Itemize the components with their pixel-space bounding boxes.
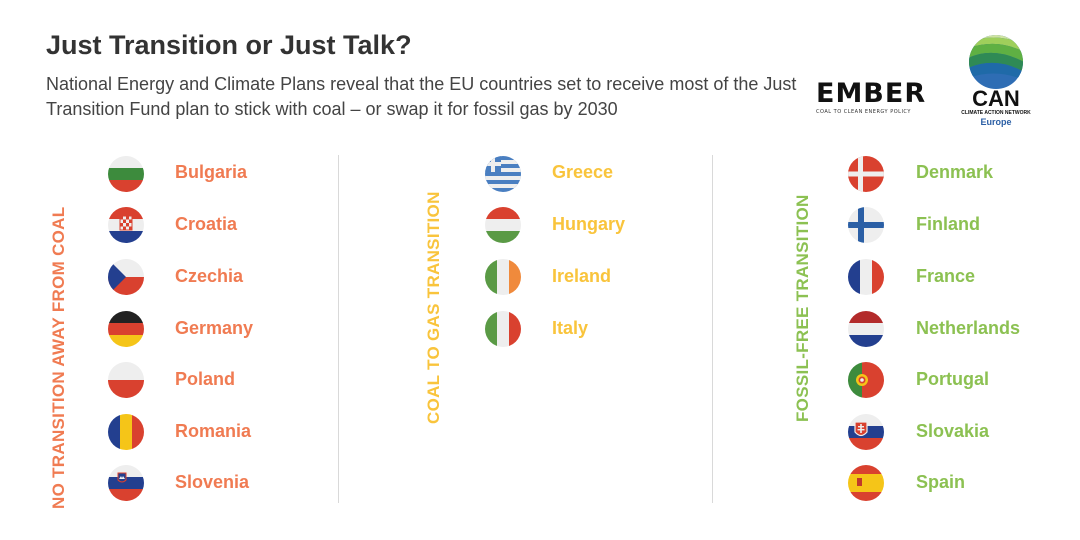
- ember-logo: EMBER COAL TO CLEAN ENERGY POLICY: [816, 78, 927, 115]
- country-row: [848, 361, 884, 399]
- germany-flag-icon: [108, 311, 144, 347]
- slovakia-flag-icon: [848, 414, 884, 450]
- country-row: [485, 206, 521, 244]
- country-label: Netherlands: [916, 318, 1021, 338]
- country-label: Slovakia: [916, 421, 990, 441]
- country-row: [485, 310, 521, 348]
- country-label: France: [916, 266, 976, 286]
- country-row: [485, 258, 521, 296]
- country-label: Denmark: [916, 162, 994, 182]
- country-label: Greece: [552, 162, 614, 182]
- country-row: [485, 155, 521, 193]
- portugal-flag-icon: [848, 362, 884, 398]
- can-logo-word: CAN: [972, 86, 1020, 111]
- country-row: [848, 155, 884, 193]
- can-logo-tagline: CLIMATE ACTION NETWORK: [961, 110, 1031, 116]
- can-logo-region: Europe: [980, 117, 1012, 127]
- country-row: [848, 464, 884, 502]
- poland-flag-icon: [108, 362, 144, 398]
- country-label: Italy: [552, 318, 589, 338]
- column-divider: [338, 155, 339, 503]
- ember-logo-tagline: COAL TO CLEAN ENERGY POLICY: [816, 109, 911, 115]
- category-label-no-transition: NO TRANSITION AWAY FROM COAL: [49, 206, 68, 509]
- page-subtitle: National Energy and Climate Plans reveal…: [46, 74, 797, 119]
- country-row: [108, 310, 144, 348]
- country-row: [848, 310, 884, 348]
- country-row: [108, 258, 144, 296]
- can-logo: CAN CLIMATE ACTION NETWORK Europe: [948, 34, 1044, 127]
- country-row: [848, 413, 884, 451]
- czechia-flag-icon: [108, 259, 144, 295]
- country-label: Portugal: [916, 369, 990, 389]
- country-label: Hungary: [552, 214, 626, 234]
- ember-logo-word: EMBER: [816, 78, 927, 109]
- croatia-flag-icon: [108, 207, 144, 243]
- netherlands-flag-icon: [848, 311, 884, 347]
- country-label: Ireland: [552, 266, 612, 286]
- denmark-flag-icon: [848, 156, 884, 192]
- country-row: [108, 464, 144, 502]
- country-label: Croatia: [175, 214, 238, 234]
- country-label: Poland: [175, 369, 236, 389]
- country-label: Slovenia: [175, 472, 250, 492]
- page-title: Just Transition or Just Talk?: [46, 30, 412, 60]
- hungary-flag-icon: [485, 207, 521, 243]
- country-row: [848, 206, 884, 244]
- greece-flag-icon: [485, 156, 521, 192]
- country-label: Czechia: [175, 266, 244, 286]
- country-label: Finland: [916, 214, 980, 234]
- finland-flag-icon: [848, 207, 884, 243]
- bulgaria-flag-icon: [108, 156, 144, 192]
- category-label-fossil-free: FOSSIL-FREE TRANSITION: [793, 194, 812, 422]
- slovenia-flag-icon: [108, 465, 144, 501]
- country-label: Romania: [175, 421, 252, 441]
- column-divider: [712, 155, 713, 503]
- romania-flag-icon: [108, 414, 144, 450]
- spain-flag-icon: [848, 465, 884, 501]
- can-globe-icon: [969, 35, 1023, 89]
- italy-flag-icon: [485, 311, 521, 347]
- country-label: Bulgaria: [175, 162, 248, 182]
- country-row: [108, 413, 144, 451]
- country-row: [848, 258, 884, 296]
- country-label: Spain: [916, 472, 966, 492]
- ireland-flag-icon: [485, 259, 521, 295]
- country-row: [108, 155, 144, 193]
- country-row: [108, 206, 144, 244]
- country-label: Germany: [175, 318, 254, 338]
- france-flag-icon: [848, 259, 884, 295]
- category-label-coal-to-gas: COAL TO GAS TRANSITION: [424, 191, 443, 424]
- country-row: [108, 361, 144, 399]
